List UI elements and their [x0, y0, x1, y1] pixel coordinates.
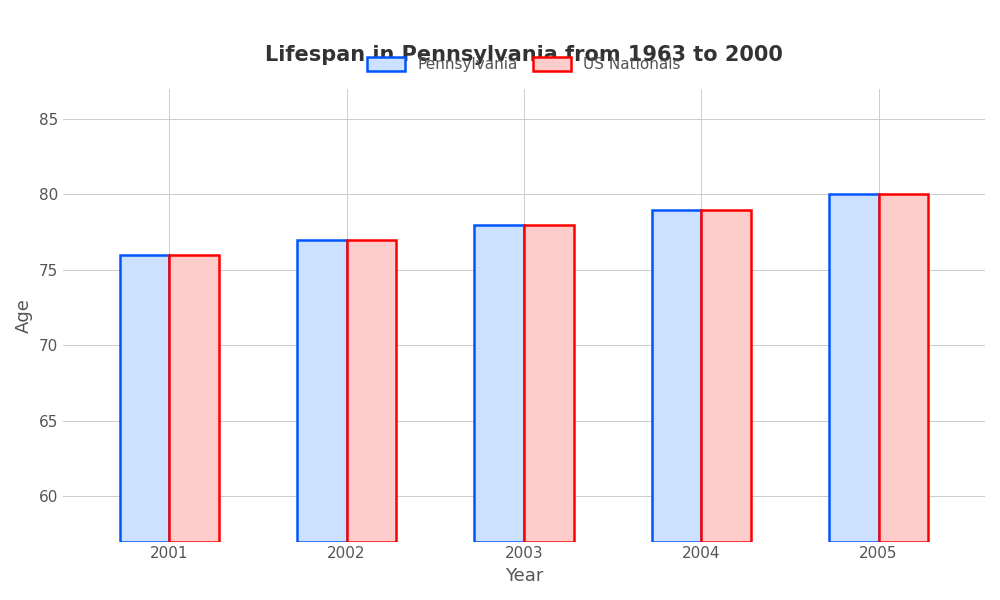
Title: Lifespan in Pennsylvania from 1963 to 2000: Lifespan in Pennsylvania from 1963 to 20…: [265, 45, 783, 65]
Bar: [297, 240, 347, 542]
Bar: [652, 209, 701, 542]
Bar: [879, 194, 928, 542]
Bar: [701, 209, 751, 542]
Bar: [524, 224, 574, 542]
Bar: [474, 224, 524, 542]
Bar: [829, 194, 879, 542]
Y-axis label: Age: Age: [15, 298, 33, 332]
Bar: [347, 240, 396, 542]
Legend: Pennsylvania, US Nationals: Pennsylvania, US Nationals: [361, 51, 687, 79]
Bar: [169, 255, 219, 542]
X-axis label: Year: Year: [505, 567, 543, 585]
Bar: [120, 255, 169, 542]
